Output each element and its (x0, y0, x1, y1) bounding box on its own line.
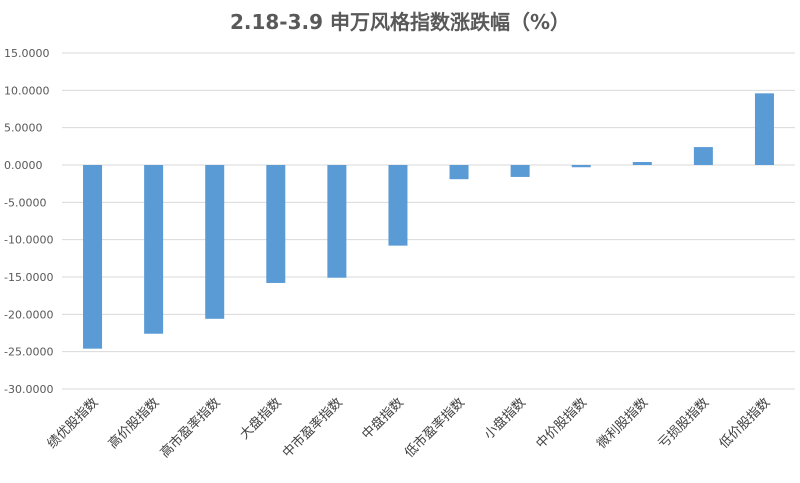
x-category-label: 大盘指数 (237, 395, 285, 443)
y-tick-label: -30.0000 (4, 383, 53, 396)
x-category-label: 小盘指数 (481, 395, 529, 443)
bar (449, 165, 469, 180)
bar (754, 93, 774, 165)
y-tick-label: 10.0000 (4, 84, 50, 97)
x-category-label: 高价股指数 (105, 395, 162, 452)
bar (388, 165, 408, 246)
bar (266, 165, 286, 283)
bar (632, 162, 652, 165)
bar (571, 165, 591, 168)
y-tick-label: -10.0000 (4, 234, 53, 247)
y-tick-label: -20.0000 (4, 308, 53, 321)
x-category-label: 绩优股指数 (45, 395, 102, 452)
y-tick-label: -25.0000 (4, 346, 53, 359)
bar (205, 165, 225, 319)
x-category-label: 中市盈率指数 (279, 395, 345, 461)
y-tick-label: 0.0000 (4, 159, 43, 172)
bar (510, 165, 530, 177)
chart-title: 2.18-3.9 申万风格指数涨跌幅（%） (229, 10, 571, 34)
x-category-label: 微利股指数 (595, 395, 652, 452)
bar (693, 147, 713, 165)
y-tick-label: 5.0000 (4, 122, 43, 135)
bar (144, 165, 164, 334)
x-category-label: 低市盈率指数 (401, 395, 467, 461)
x-category-label: 中盘指数 (359, 395, 407, 443)
y-tick-label: -15.0000 (4, 271, 53, 284)
bar (83, 165, 103, 349)
x-category-label: 高市盈率指数 (157, 395, 223, 461)
y-tick-label: -5.0000 (4, 196, 46, 209)
bar (327, 165, 347, 278)
y-tick-label: 15.0000 (4, 47, 50, 60)
x-category-label: 亏损股指数 (656, 395, 713, 452)
x-category-label: 低价股指数 (717, 395, 774, 452)
x-category-label: 中价股指数 (533, 395, 590, 452)
